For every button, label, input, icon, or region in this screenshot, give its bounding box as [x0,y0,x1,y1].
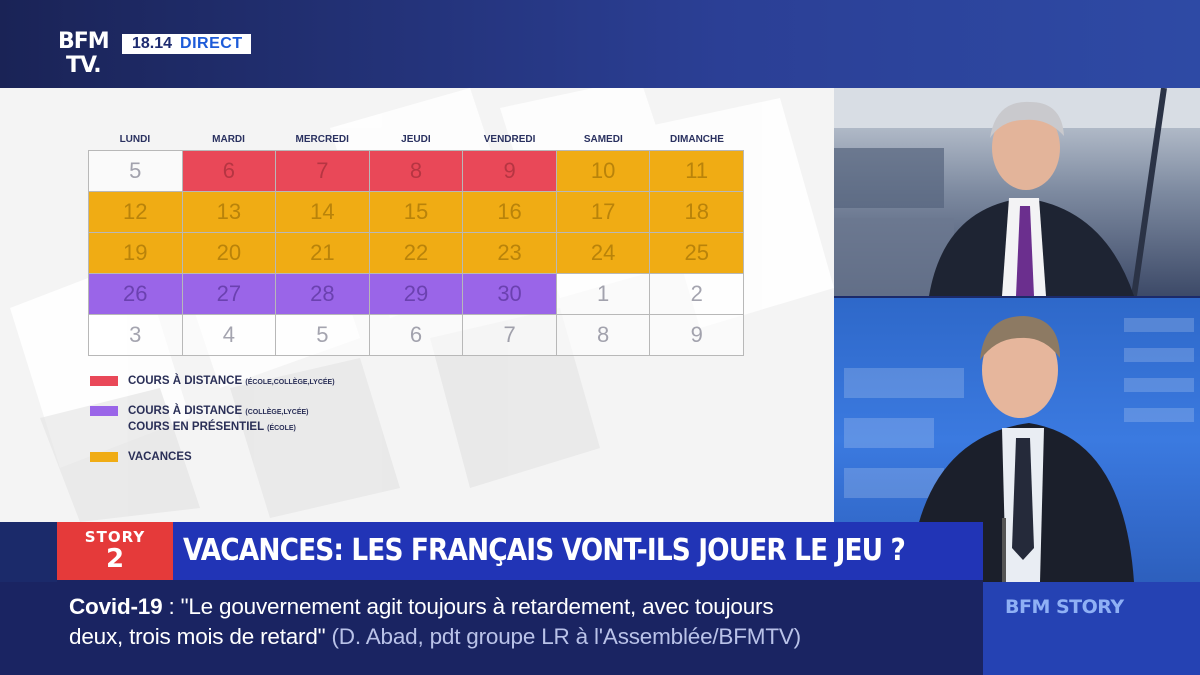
calendar-day-cell: 30 [463,274,557,315]
calendar-day-cell: 26 [89,274,183,315]
calendar-day-cell: 25 [650,233,744,274]
weekday-label: LUNDI [119,134,151,145]
time-live-badge: 18.14 DIRECT [122,34,251,54]
weekday-label: JEUDI [401,134,431,145]
calendar-day-cell: 11 [650,151,744,192]
calendar-day-cell: 14 [276,192,370,233]
calendar-day-cell: 7 [276,151,370,192]
weekday-label: MERCREDI [295,134,349,145]
legend-swatch-orange [90,452,118,462]
calendar-day-cell: 3 [89,315,183,356]
calendar-day-cell: 24 [556,233,651,274]
calendar-day-cell: 5 [89,151,183,192]
calendar-day-cell: 21 [276,233,370,274]
clock-time: 18.14 [132,35,173,52]
calendar-day-cell: 5 [276,315,370,356]
ticker-separator: : [162,594,181,619]
calendar-day-cell: 9 [650,315,744,356]
ticker-left-edge [0,582,57,675]
calendar-day-cell: 6 [182,151,277,192]
ticker-line-1: Covid-19 : "Le gouvernement agit toujour… [69,594,774,620]
calendar-day-cell: 7 [463,315,557,356]
calendar-day-cell: 17 [556,192,651,233]
weekday-label: VENDREDI [483,134,536,145]
calendar-panel: LUNDI MARDI MERCREDI JEUDI VENDREDI SAME… [0,88,834,522]
calendar-day-cell: 22 [369,233,464,274]
weekday-header: LUNDI MARDI MERCREDI JEUDI VENDREDI SAME… [88,134,744,145]
live-label: DIRECT [180,35,243,52]
story-badge: STORY 2 [57,522,173,580]
logo-line-1: BFM [58,29,110,54]
calendar-day-cell: 18 [650,192,744,233]
calendar-day-cell: 13 [182,192,277,233]
calendar-day-cell: 27 [182,274,277,315]
calendar-day-cell: 29 [369,274,464,315]
calendar-grid: 5 6 7 8 9 10 11 12 13 14 15 16 17 18 19 20 21 22 23 24 25 26 2… [88,150,744,356]
guest-bottom-person-icon [844,316,1194,582]
weekday-label: SAMEDI [583,134,623,145]
guest-top-person-icon [834,88,1200,296]
legend-note: (COLLÈGE,LYCÉE) [245,409,309,416]
story-title: VACANCES: LES FRANÇAIS VONT-ILS JOUER LE… [183,533,906,568]
bfm-story-label: BFM STORY [1005,596,1124,618]
ticker-line-2: deux, trois mois de retard" (D. Abad, pd… [69,624,801,650]
legend-item-holidays: VACANCES [90,450,335,464]
legend-label: VACANCES [128,451,192,463]
guest-camera-top [834,88,1200,296]
calendar-day-cell: 28 [276,274,370,315]
calendar-day-cell: 2 [650,274,744,315]
calendar-day-cell: 1 [556,274,651,315]
calendar-day-cell: 6 [369,315,464,356]
legend-item-remote-partial: COURS À DISTANCE (COLLÈGE,LYCÉE) COURS E… [90,404,335,436]
logo-line-2: TV. [66,53,102,78]
legend-swatch-red [90,376,118,386]
calendar-day-cell: 4 [182,315,277,356]
bfm-story-brand: BFM STORY [983,582,1200,675]
weekday-label: MARDI [212,134,245,145]
calendar-day-cell: 23 [463,233,557,274]
bfmtv-logo: BFM TV. [58,30,116,78]
weekday-label: DIMANCHE [670,134,724,145]
calendar-day-cell: 19 [89,233,183,274]
calendar-day-cell: 15 [369,192,464,233]
ticker-keyword: Covid-19 [69,594,163,619]
legend-item-remote-all: COURS À DISTANCE (ÉCOLE,COLLÈGE,LYCÉE) [90,374,335,390]
calendar-legend: COURS À DISTANCE (ÉCOLE,COLLÈGE,LYCÉE) C… [90,374,335,478]
ticker-quote-part-2: deux, trois mois de retard" [69,624,326,649]
news-ticker: Covid-19 : "Le gouvernement agit toujour… [57,580,983,675]
story-badge-label: STORY [84,528,146,546]
calendar-day-cell: 16 [463,192,557,233]
calendar-day-cell: 12 [89,192,183,233]
legend-note: (ÉCOLE) [267,425,296,432]
calendar-day-cell: 9 [463,151,557,192]
legend-swatch-purple [90,406,118,416]
ticker-quote-part-1: "Le gouvernement agit toujours à retarde… [180,594,774,619]
legend-label: COURS EN PRÉSENTIEL [128,421,264,433]
story-banner: STORY 2 VACANCES: LES FRANÇAIS VONT-ILS … [57,522,983,580]
legend-label: COURS À DISTANCE [128,375,243,387]
legend-note: (ÉCOLE,COLLÈGE,LYCÉE) [245,379,335,386]
legend-label: COURS À DISTANCE [128,405,243,417]
ticker-source: (D. Abad, pdt groupe LR à l'Assemblée/BF… [331,624,802,649]
story-badge-number: 2 [105,544,125,574]
top-band: BFM TV. 18.14 DIRECT [0,0,1200,88]
calendar-day-cell: 8 [556,315,651,356]
calendar-day-cell: 20 [182,233,277,274]
calendar-day-cell: 8 [369,151,464,192]
calendar-day-cell: 10 [556,151,651,192]
